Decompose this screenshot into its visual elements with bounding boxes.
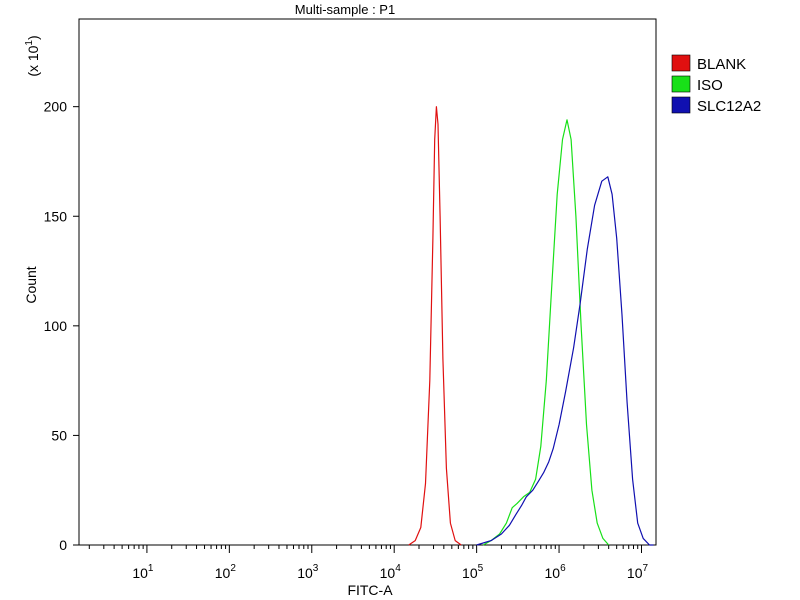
y-multiplier-suffix: ) [25,35,41,40]
x-tick-base: 10 [132,565,148,581]
series-line-iso [482,119,610,546]
x-tick-label: 104 [380,563,402,581]
legend-swatch-blank [671,54,691,72]
legend-label-blank: BLANK [697,56,746,73]
y-tick-label: 150 [44,208,68,224]
legend-label-slc12a2: SLC12A2 [697,98,761,115]
legend-swatch-slc12a2 [671,96,691,114]
y-axis-label: Count [23,266,39,303]
x-tick-exponent: 6 [560,563,566,574]
y-multiplier-label: (x 101) [24,35,41,76]
x-tick-base: 10 [627,565,643,581]
x-tick-exponent: 4 [395,563,401,574]
x-tick-label: 105 [462,563,484,581]
y-tick-label: 0 [59,537,67,553]
x-tick-base: 10 [462,565,478,581]
x-tick-exponent: 1 [148,563,154,574]
y-tick-label: 100 [44,318,68,334]
y-tick-label: 200 [44,99,68,115]
x-tick-label: 102 [215,563,237,581]
x-tick-label: 103 [297,563,319,581]
x-tick-base: 10 [380,565,396,581]
y-multiplier-prefix: (x 10 [25,45,41,76]
y-multiplier-exponent: 1 [24,40,35,46]
x-axis-label: FITC-A [347,582,393,598]
y-tick-label: 50 [51,427,67,443]
chart-title: Multi-sample : P1 [295,2,395,17]
legend-swatch-iso [671,75,691,93]
x-axis: 101 102 103 104 105 106 107 [88,545,649,581]
series-layer [408,106,654,546]
x-tick-label: 107 [627,563,649,581]
x-tick-label: 106 [544,563,566,581]
x-tick-base: 10 [215,565,231,581]
x-tick-base: 10 [297,565,313,581]
y-axis: 0 50 100 150 200 [44,99,79,553]
x-tick-exponent: 5 [478,563,484,574]
series-line-slc12a2 [476,176,654,546]
plot-frame [78,18,657,546]
legend: BLANK ISO SLC12A2 [671,54,761,115]
legend-label-iso: ISO [697,77,723,94]
series-line-blank [408,106,462,546]
x-tick-exponent: 2 [230,563,236,574]
x-tick-label: 101 [132,563,154,581]
x-tick-base: 10 [544,565,560,581]
x-tick-exponent: 3 [313,563,319,574]
svg-text:(x 101): (x 101) [24,35,41,76]
x-tick-exponent: 7 [642,563,648,574]
